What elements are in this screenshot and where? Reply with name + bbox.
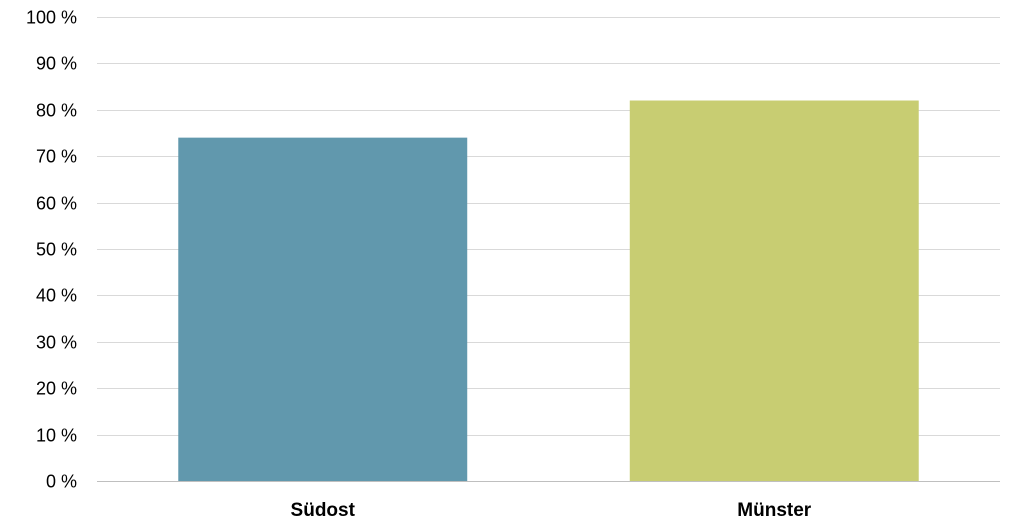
x-category-label: Münster <box>737 500 812 521</box>
y-tick-label: 30 % <box>36 333 77 353</box>
y-tick-label: 20 % <box>36 379 77 399</box>
y-tick-label: 60 % <box>36 194 77 214</box>
y-tick-label: 10 % <box>36 426 77 446</box>
x-category-label: Südost <box>291 500 356 521</box>
y-tick-label: 70 % <box>36 147 77 167</box>
y-tick-label: 100 % <box>26 8 77 28</box>
y-axis-ticks: 0 % 10 % 20 % 30 % 40 % 50 % 60 % 70 % 80 % 90 % 1… <box>26 8 77 492</box>
y-tick-label: 80 % <box>36 101 77 121</box>
x-axis-labels: Südost Münster <box>291 500 812 521</box>
y-tick-label: 0 % <box>46 472 77 492</box>
y-tick-label: 90 % <box>36 54 77 74</box>
y-tick-label: 40 % <box>36 286 77 306</box>
bars <box>178 100 919 482</box>
y-tick-label: 50 % <box>36 240 77 260</box>
bar-0 <box>178 137 468 481</box>
bar-1 <box>629 100 919 482</box>
